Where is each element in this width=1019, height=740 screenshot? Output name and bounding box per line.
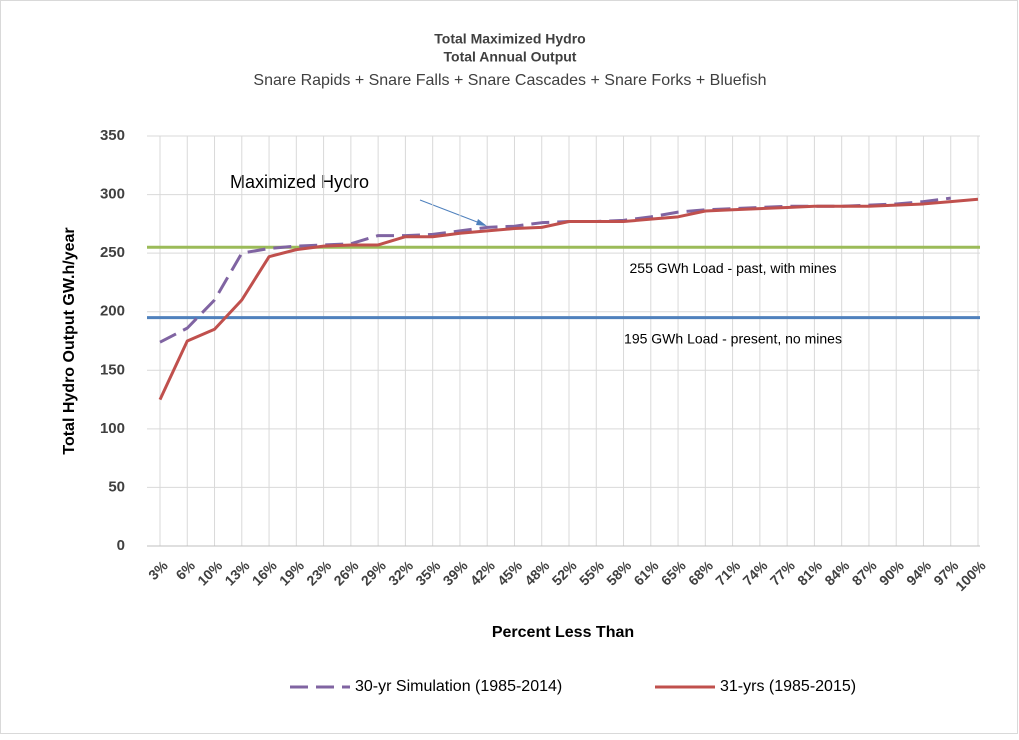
y-axis-title: Total Hydro Output GW.h/year bbox=[61, 227, 78, 454]
y-tick-label: 200 bbox=[100, 303, 125, 320]
y-tick-label: 100 bbox=[100, 420, 125, 437]
y-tick-label: 0 bbox=[117, 537, 125, 554]
y-tick-label: 300 bbox=[100, 186, 125, 203]
arrow-head bbox=[476, 219, 487, 226]
annotation-arrow bbox=[419, 199, 486, 226]
y-tick-label: 50 bbox=[108, 478, 125, 495]
chart-subtitle: Total Annual Output bbox=[444, 49, 577, 65]
chart-title: Total Maximized Hydro bbox=[434, 31, 585, 47]
y-tick-label: 250 bbox=[100, 244, 125, 261]
legend-label: 31-yrs (1985-2015) bbox=[720, 678, 856, 695]
series-line bbox=[158, 197, 979, 401]
annotation: Maximized Hydro bbox=[230, 172, 369, 192]
reference-label: 195 GWh Load - present, no mines bbox=[624, 330, 842, 346]
legend-label: 30-yr Simulation (1985-2014) bbox=[355, 678, 562, 695]
x-axis-title: Percent Less Than bbox=[492, 624, 634, 641]
reference-label: 255 GWh Load - past, with mines bbox=[630, 260, 837, 276]
y-tick-label: 350 bbox=[100, 127, 125, 144]
chart-subtitle: Snare Rapids + Snare Falls + Snare Casca… bbox=[253, 72, 766, 89]
y-tick-label: 150 bbox=[100, 361, 125, 378]
